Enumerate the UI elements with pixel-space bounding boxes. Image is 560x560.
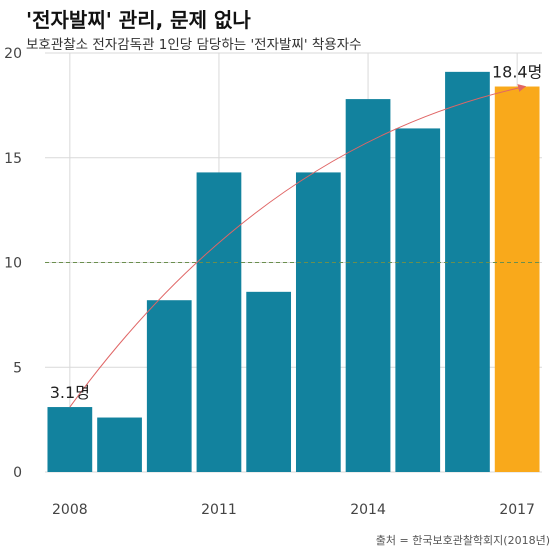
bar [395,128,441,473]
bar [445,71,490,472]
bar [47,407,93,472]
bar [494,86,540,473]
y-tick-label: 5 [13,360,22,376]
chart-title: '전자발찌' 관리, 문제 없나 [26,8,251,32]
x-tick-label: 2014 [350,502,386,518]
trend-curve [69,84,527,408]
bar [97,417,142,472]
source-note: 출처 = 한국보호관찰학회지(2018년) [375,534,550,547]
chart-subtitle: 보호관찰소 전자감독관 1인당 담당하는 '전자발찌' 착용자수 [26,37,362,53]
bar [345,99,391,472]
x-axis: 2008 2011 2014 2017 [52,502,535,518]
x-tick-label: 2017 [499,502,535,518]
data-label: 18.4명 [492,63,542,82]
y-tick-label: 20 [4,46,22,62]
y-axis: 0 5 10 15 20 [4,46,22,481]
y-tick-label: 15 [4,151,22,167]
data-label: 3.1명 [50,383,90,402]
x-tick-label: 2008 [52,502,88,518]
x-tick-label: 2011 [201,502,237,518]
trend-arrow [69,84,527,408]
bar [196,172,242,473]
y-tick-label: 10 [4,256,22,272]
bars [47,71,540,473]
bar [295,172,341,473]
y-tick-label: 0 [13,465,22,481]
bar [246,291,292,472]
annotations: 3.1명 18.4명 [50,63,543,403]
bar [146,300,192,472]
